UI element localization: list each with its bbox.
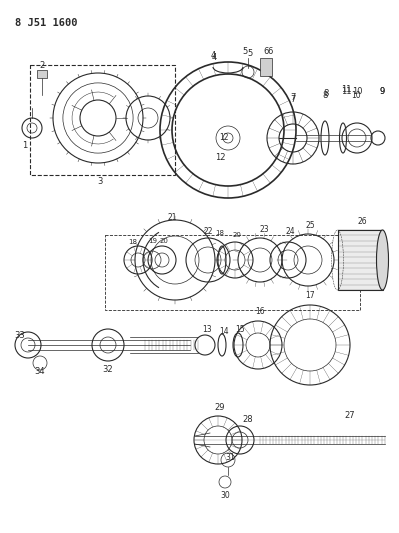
Text: 21: 21 [167, 213, 177, 222]
Text: 4: 4 [211, 52, 217, 61]
Text: 31: 31 [225, 454, 235, 463]
Text: 8: 8 [323, 90, 329, 99]
Text: 9: 9 [379, 86, 385, 95]
Bar [30, 65, 175, 175]
Text: 11: 11 [341, 87, 351, 96]
Text: 29: 29 [215, 403, 225, 413]
Text: 1: 1 [22, 141, 28, 149]
Text: 7: 7 [290, 95, 296, 104]
Text: 16: 16 [255, 308, 265, 317]
Text: 5: 5 [242, 47, 248, 56]
Text: 33: 33 [15, 330, 26, 340]
Text: 20: 20 [233, 232, 241, 238]
Text: 22: 22 [203, 228, 213, 237]
Text: 25: 25 [305, 222, 315, 230]
Text: 28: 28 [243, 416, 253, 424]
Text: 26: 26 [357, 217, 367, 227]
Bar [260, 58, 272, 76]
Text: 30: 30 [220, 490, 230, 499]
Text: 9: 9 [379, 87, 385, 96]
Text: 6: 6 [263, 47, 269, 56]
Text: 27: 27 [345, 410, 356, 419]
Text: 19: 19 [148, 238, 158, 244]
Text: 11: 11 [341, 85, 351, 94]
Text: 24: 24 [285, 228, 295, 237]
Text: 20: 20 [160, 238, 168, 244]
Text: 23: 23 [259, 225, 269, 235]
Text: 10: 10 [352, 86, 362, 95]
Text: 3: 3 [97, 177, 103, 187]
Bar [37, 70, 47, 78]
Text: 12: 12 [219, 133, 229, 142]
Text: 18: 18 [215, 230, 225, 236]
Text: 10: 10 [351, 91, 361, 100]
Text: 14: 14 [219, 327, 229, 336]
Text: 13: 13 [202, 326, 212, 335]
Text: 6: 6 [267, 47, 273, 56]
Text: 17: 17 [305, 292, 315, 301]
Text: 8: 8 [322, 91, 328, 100]
Text: 12: 12 [215, 154, 225, 163]
Ellipse shape [377, 230, 389, 290]
Bar [338, 230, 383, 290]
Bar [105, 235, 360, 310]
Text: 32: 32 [103, 366, 113, 375]
Text: 7: 7 [290, 93, 296, 101]
Text: 2: 2 [40, 61, 45, 69]
Text: 15: 15 [235, 326, 245, 335]
Text: 8 J51 1600: 8 J51 1600 [15, 18, 77, 28]
Text: 4: 4 [210, 52, 215, 61]
Text: 34: 34 [35, 367, 45, 376]
Text: 5: 5 [247, 50, 253, 59]
Text: 18: 18 [128, 239, 138, 245]
